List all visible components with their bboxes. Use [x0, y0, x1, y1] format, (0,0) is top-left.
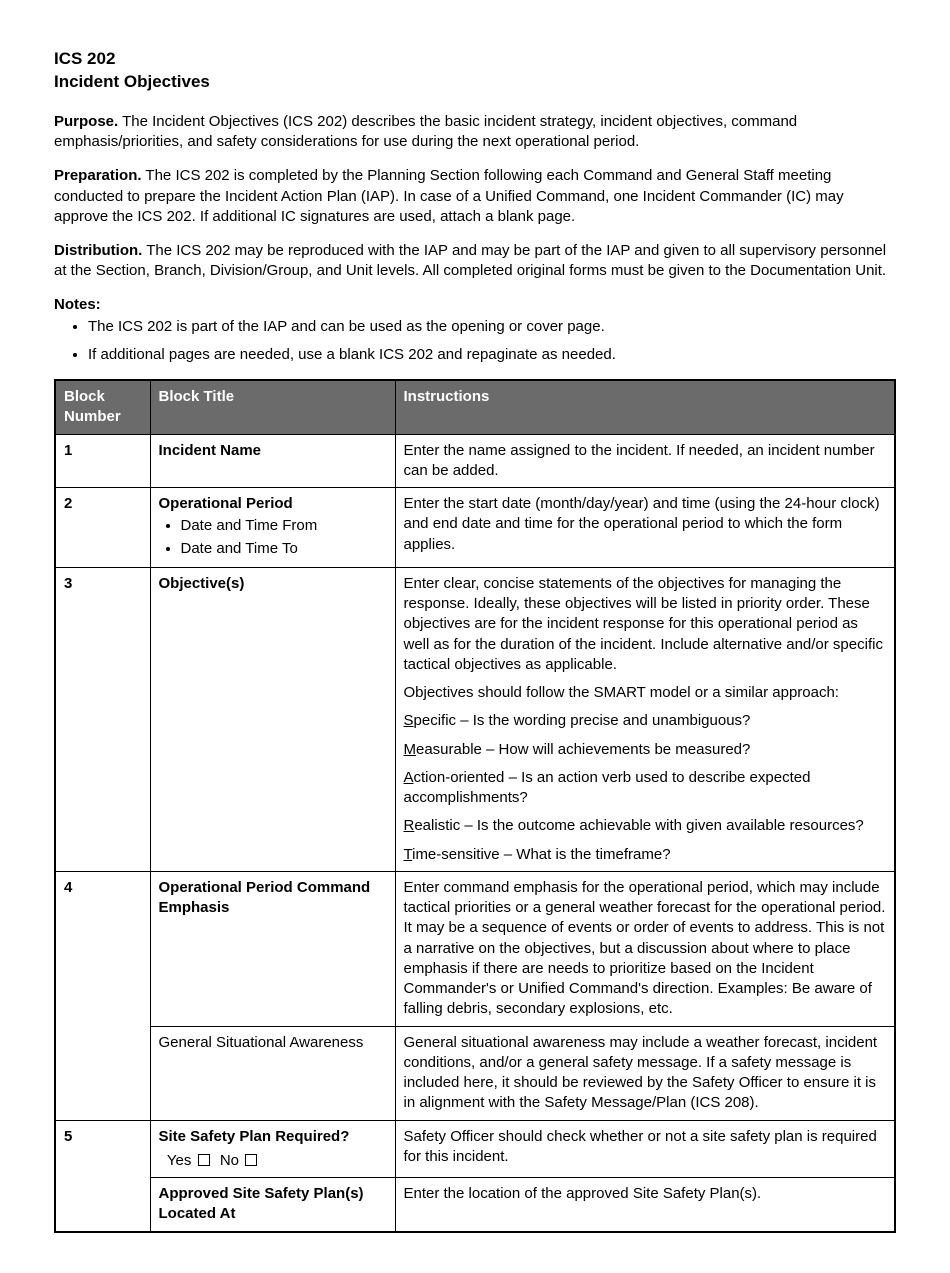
block-title: Approved Site Safety Plan(s) Located At	[150, 1178, 395, 1232]
notes-list: The ICS 202 is part of the IAP and can b…	[54, 317, 896, 366]
yes-no-row: Yes No	[159, 1151, 387, 1171]
preparation-lead: Preparation.	[54, 167, 142, 184]
smart-s: Specific – Is the wording precise and un…	[404, 711, 887, 731]
table-row: General Situational Awareness General si…	[55, 1026, 895, 1120]
block-title-text: General Situational Awareness	[159, 1034, 364, 1051]
block-title: Incident Name	[150, 434, 395, 488]
block-number: 2	[55, 488, 150, 568]
purpose-lead: Purpose.	[54, 113, 118, 130]
block-title-bullets: Date and Time From Date and Time To	[159, 516, 387, 559]
table-row: 2 Operational Period Date and Time From …	[55, 488, 895, 568]
th-block: Block Number	[55, 380, 150, 434]
smart-r-rest: ealistic – Is the outcome achievable wit…	[414, 817, 863, 834]
block-title: Operational Period Command Emphasis	[150, 871, 395, 1026]
block-number: 3	[55, 567, 150, 871]
notes-item: If additional pages are needed, use a bl…	[88, 345, 896, 365]
block-instructions: Enter clear, concise statements of the o…	[395, 567, 895, 871]
smart-r-u: R	[404, 817, 415, 834]
table-row: 3 Objective(s) Enter clear, concise stat…	[55, 567, 895, 871]
form-code: ICS 202	[54, 49, 115, 68]
instr-text: Objectives should follow the SMART model…	[404, 683, 887, 703]
smart-a: Action-oriented – Is an action verb used…	[404, 768, 887, 809]
table-row: 4 Operational Period Command Emphasis En…	[55, 871, 895, 1026]
instr-text: Enter the start date (month/day/year) an…	[404, 494, 887, 555]
preparation-text: The ICS 202 is completed by the Planning…	[54, 167, 844, 225]
instructions-table: Block Number Block Title Instructions 1 …	[54, 379, 896, 1233]
preparation-paragraph: Preparation. The ICS 202 is completed by…	[54, 166, 896, 227]
block-instructions: Enter command emphasis for the operation…	[395, 871, 895, 1026]
th-title: Block Title	[150, 380, 395, 434]
block-title: Site Safety Plan Required? Yes No	[150, 1120, 395, 1178]
block-instructions: Enter the start date (month/day/year) an…	[395, 488, 895, 568]
table-row: Approved Site Safety Plan(s) Located At …	[55, 1178, 895, 1232]
block-title-text: Approved Site Safety Plan(s) Located At	[159, 1185, 364, 1222]
notes-item: The ICS 202 is part of the IAP and can b…	[88, 317, 896, 337]
table-row: 1 Incident Name Enter the name assigned …	[55, 434, 895, 488]
smart-t-rest: ime-sensitive – What is the timeframe?	[412, 846, 670, 863]
smart-a-rest: ction-oriented – Is an action verb used …	[404, 769, 811, 806]
smart-m: Measurable – How will achievements be me…	[404, 740, 887, 760]
smart-r: Realistic – Is the outcome achievable wi…	[404, 816, 887, 836]
no-checkbox[interactable]	[245, 1154, 257, 1166]
block-title-text: Objective(s)	[159, 575, 245, 592]
instr-text: Enter the name assigned to the incident.…	[404, 441, 887, 482]
block-number: 5	[55, 1120, 150, 1232]
smart-m-rest: easurable – How will achievements be mea…	[416, 741, 750, 758]
smart-m-u: M	[404, 741, 417, 758]
smart-a-u: A	[404, 769, 414, 786]
block-title: Operational Period Date and Time From Da…	[150, 488, 395, 568]
no-label: No	[220, 1152, 239, 1169]
smart-t: Time-sensitive – What is the timeframe?	[404, 845, 887, 865]
block-title: Objective(s)	[150, 567, 395, 871]
bullet-item: Date and Time To	[181, 539, 387, 559]
smart-s-rest: pecific – Is the wording precise and una…	[414, 712, 751, 729]
distribution-lead: Distribution.	[54, 242, 142, 259]
yes-label: Yes	[167, 1152, 191, 1169]
block-title: General Situational Awareness	[150, 1026, 395, 1120]
smart-s-u: S	[404, 712, 414, 729]
th-instructions: Instructions	[395, 380, 895, 434]
block-instructions: General situational awareness may includ…	[395, 1026, 895, 1120]
form-header: ICS 202 Incident Objectives	[54, 48, 896, 94]
distribution-paragraph: Distribution. The ICS 202 may be reprodu…	[54, 241, 896, 282]
table-row: 5 Site Safety Plan Required? Yes No Safe…	[55, 1120, 895, 1178]
distribution-text: The ICS 202 may be reproduced with the I…	[54, 242, 886, 279]
instr-text: Enter clear, concise statements of the o…	[404, 574, 887, 675]
block-instructions: Enter the name assigned to the incident.…	[395, 434, 895, 488]
instr-text: Safety Officer should check whether or n…	[404, 1127, 887, 1168]
block-title-text: Operational Period Command Emphasis	[159, 879, 371, 916]
block-instructions: Enter the location of the approved Site …	[395, 1178, 895, 1232]
block-instructions: Safety Officer should check whether or n…	[395, 1120, 895, 1178]
form-title: Incident Objectives	[54, 72, 210, 91]
instr-text: Enter command emphasis for the operation…	[404, 878, 887, 1020]
block-title-text: Incident Name	[159, 442, 262, 459]
purpose-text: The Incident Objectives (ICS 202) descri…	[54, 113, 797, 150]
block-number: 1	[55, 434, 150, 488]
purpose-paragraph: Purpose. The Incident Objectives (ICS 20…	[54, 112, 896, 153]
instr-text: General situational awareness may includ…	[404, 1033, 887, 1114]
block-title-text: Operational Period	[159, 495, 293, 512]
block-number: 4	[55, 871, 150, 1120]
block-title-text: Site Safety Plan Required?	[159, 1128, 350, 1145]
smart-t-u: T	[404, 846, 413, 863]
instr-text: Enter the location of the approved Site …	[404, 1184, 887, 1204]
bullet-item: Date and Time From	[181, 516, 387, 536]
table-header-row: Block Number Block Title Instructions	[55, 380, 895, 434]
yes-checkbox[interactable]	[198, 1154, 210, 1166]
notes-heading: Notes:	[54, 296, 896, 313]
